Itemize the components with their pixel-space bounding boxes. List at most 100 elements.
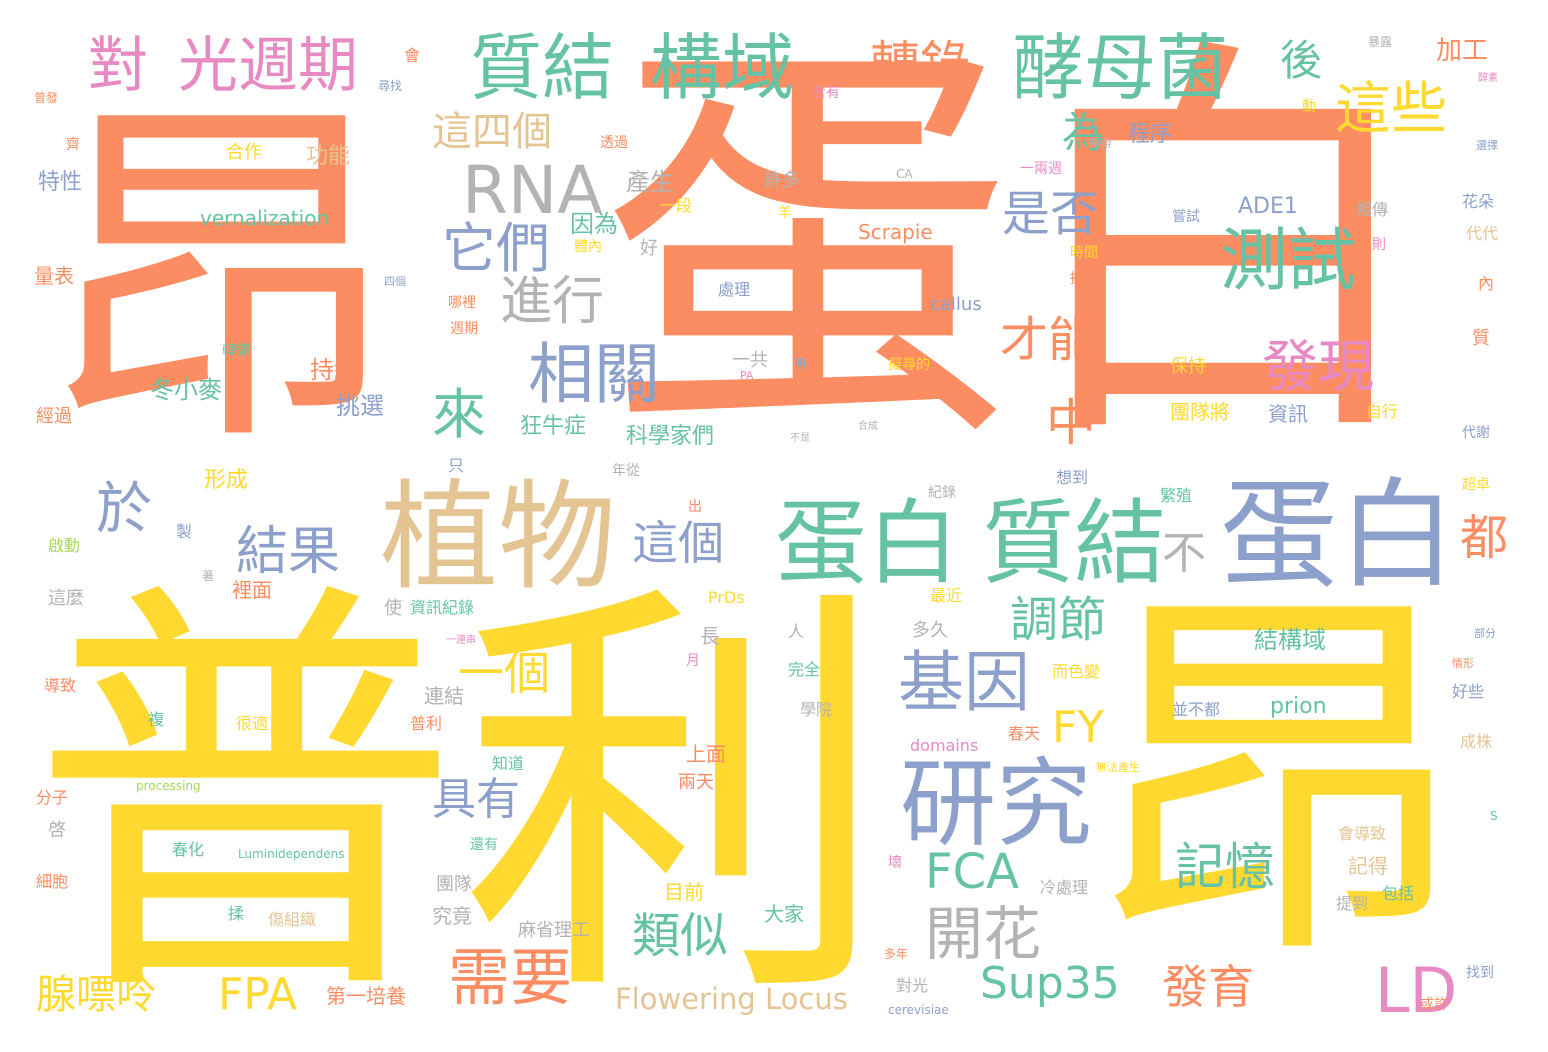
word-tiaojie: 調節 [1010,592,1107,648]
word-daidai: 代代 [1466,224,1499,243]
word-zhexie: 這些 [1335,77,1447,142]
word-tuandui: 團隊 [436,874,472,895]
word-chengzhu: 成株 [1460,732,1493,751]
word-shifou: 是否 [1002,186,1099,242]
word-xuyao: 需要 [448,941,573,1014]
word-touguo: 透過 [600,135,628,151]
word-puli-yellow: 普利 [30,550,890,1050]
word-ze: 則 [1372,237,1386,253]
word-dong: 動 [1302,99,1316,115]
word-zhesige: 這四個 [432,109,552,155]
word-bu: 不 [1162,528,1206,579]
word-zheme: 這麼 [48,588,84,609]
word-xuduo: 許多 [764,170,800,191]
word-cerevisiae: cerevisiae [888,1003,949,1017]
word-chengxu: 程序 [1128,122,1173,147]
word-yiduan: 一段 [660,196,693,215]
word-huidaozhi: 會導致 [1338,824,1387,843]
word-lianjie: 連結 [424,684,464,708]
word-jilu: 紀錄 [928,485,956,501]
word-chuntian: 春天 [1008,724,1041,743]
word-yige: 一個 [458,646,550,700]
word-zhuanyi: 轉譯 [222,343,250,359]
word-zhi: 只 [448,456,465,475]
word-sige: 四個 [384,275,406,288]
word-fanzhi: 繁殖 [1160,486,1193,505]
word-nixunde: 擬尋的 [888,357,930,373]
word-chansheng: 產生 [626,168,674,196]
word-scrapie: Scrapie [858,220,933,244]
word-callus: callus [930,294,982,315]
word-cengfa: 曾發 [34,91,59,105]
word-ang-yellow: 昂 [1085,558,1470,1006]
word-zhi-quality: 質 [1472,328,1490,349]
word-jiujing: 究竟 [432,904,472,928]
word-ld: LD [1375,954,1458,1027]
word-jiyi: 記憶 [1175,838,1275,896]
word-zhidao: 知道 [492,754,525,773]
word-juyou: 具有 [432,774,520,825]
word-luminidependens: Luminidependens [238,847,345,861]
word-qi-uniform: 齊 [66,137,80,153]
word-leisi: 類似 [632,908,729,964]
word-xueyuan: 學院 [800,700,833,719]
word-yang: 羊 [778,205,792,221]
word-xiangguan: 相關 [528,336,660,413]
word-jingguo: 經過 [36,406,72,427]
word-zhouqi: 週期 [450,321,478,337]
word-shi-time: 時 [1088,371,1099,384]
word-zhong: 中 [1046,394,1096,452]
word-diyipeiyang: 第一培養 [326,984,406,1008]
word-yilianchuan: 一連串 [446,635,476,646]
word-jiaomujun: 酵母菌 [1012,26,1229,110]
word-zixun: 資訊 [1268,402,1308,426]
word-hui: 會 [404,46,421,65]
word-hanyou: 含有 [812,85,840,101]
word-kexuejiamen: 科學家們 [626,424,715,449]
word-zuijin: 最近 [930,586,963,605]
word-zhijie-top: 質結 [470,26,615,110]
word-ca: CA [896,167,913,181]
word-shi: 使 [384,598,402,619]
word-zhiwu: 植物 [380,468,617,606]
word-chixu: 持續 [310,356,358,384]
word-zhege: 這個 [632,516,724,570]
word-qi: 啓 [48,820,66,841]
word-jiyin: 基因 [898,644,1030,721]
word-faxian: 發現 [1262,335,1374,400]
word-prds: PrDs [708,588,745,607]
word-dou: 都 [1460,510,1509,566]
word-texing: 特性 [38,170,83,195]
word-fca: FCA [925,844,1019,900]
word-tiaoxuan: 挑選 [336,392,384,420]
word-haoxie: 好些 [1452,682,1485,701]
word-lai: 來 [432,383,486,446]
word-chunsu: 醇素 [1478,73,1498,84]
word-gouyu: 構域 [650,26,795,110]
word-hezuo: 合作 [226,142,262,163]
word-duiguang: 對光 [896,976,929,995]
word-chuli: 處理 [718,280,751,299]
word-zhaodao: 找到 [1466,965,1494,981]
word-xiangdao: 想到 [1056,468,1089,487]
word-hecheng: 合成 [858,421,878,432]
word-chu: 出 [688,499,702,515]
word-bushi: 不是 [790,433,810,444]
word-yanjiu: 研究 [900,748,1092,860]
word-chang: 長 [700,624,720,648]
word-zixunjilu: 資訊紀錄 [410,598,475,617]
word-qingxing: 情形 [1452,657,1474,670]
word-xibao: 細胞 [36,872,69,891]
word-muqian: 目前 [664,880,704,904]
word-ren: 人 [788,622,805,641]
word-huoxu: 或許 [1420,997,1448,1013]
word-danbai-green: 蛋白 [775,490,960,597]
word-yinwei: 因為 [570,210,618,238]
word-jieguo: 結果 [236,522,341,582]
word-kaihua: 開花 [925,900,1042,968]
word-jide: 記得 [1348,854,1388,878]
word-tidao: 提到 [1336,894,1369,913]
word-jinxing: 進行 [500,272,605,332]
word-henshi: 很適 [236,714,269,733]
